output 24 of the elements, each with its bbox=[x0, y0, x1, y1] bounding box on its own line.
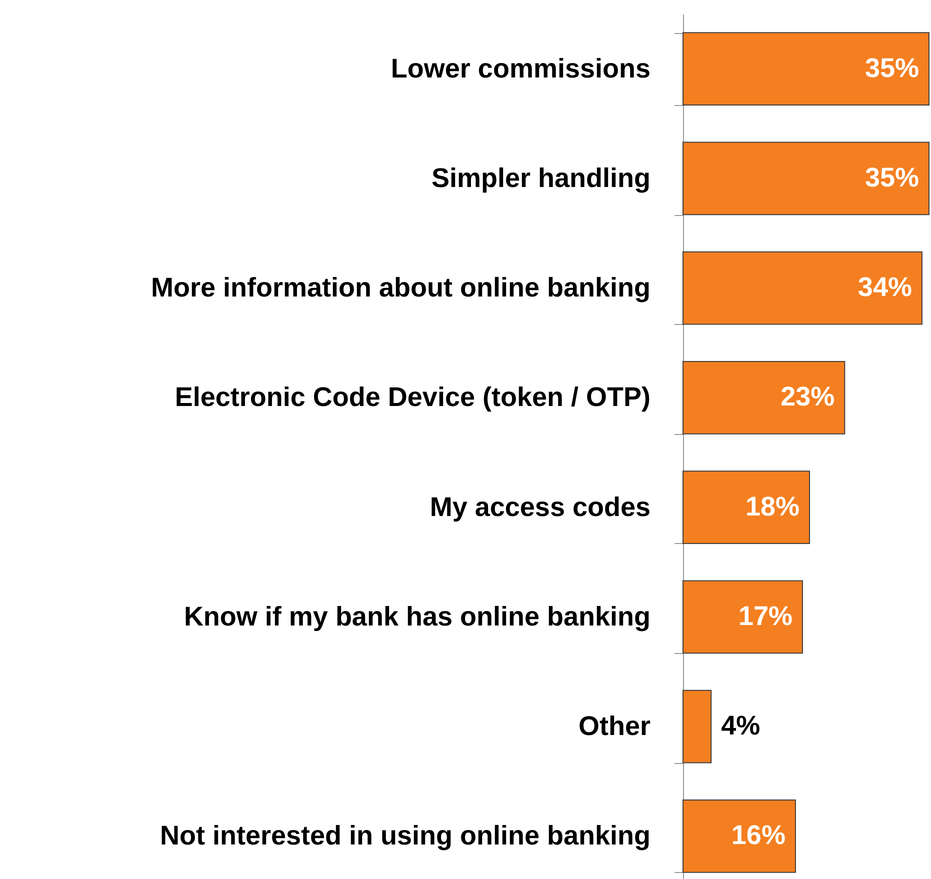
data-label: 23% bbox=[780, 382, 835, 412]
data-label: 35% bbox=[864, 52, 919, 83]
y-tick-label: My access codes bbox=[430, 492, 650, 522]
y-tick-label: More information about online banking bbox=[151, 272, 650, 303]
data-label: 34% bbox=[858, 272, 912, 302]
y-tick-label: Not interested in using online banking bbox=[160, 820, 650, 851]
bar bbox=[682, 580, 803, 654]
bar bbox=[682, 690, 712, 764]
bar bbox=[682, 32, 930, 106]
y-tick-label: Electronic Code Device (token / OTP) bbox=[174, 382, 650, 412]
data-label: 16% bbox=[731, 820, 786, 850]
y-tick-label: Know if my bank has online banking bbox=[184, 601, 650, 632]
y-tick-label: Simpler handling bbox=[431, 162, 650, 193]
bar bbox=[682, 800, 796, 873]
data-label: 18% bbox=[745, 491, 800, 522]
y-tick-label: Other bbox=[578, 711, 651, 742]
bar bbox=[682, 470, 810, 544]
data-label: 4% bbox=[721, 710, 760, 741]
data-label: 35% bbox=[864, 162, 919, 192]
y-tick-label: Lower commissions bbox=[390, 53, 650, 84]
bar bbox=[682, 142, 930, 216]
data-label: 17% bbox=[738, 600, 792, 631]
bar bbox=[682, 361, 846, 434]
bar bbox=[682, 251, 922, 325]
